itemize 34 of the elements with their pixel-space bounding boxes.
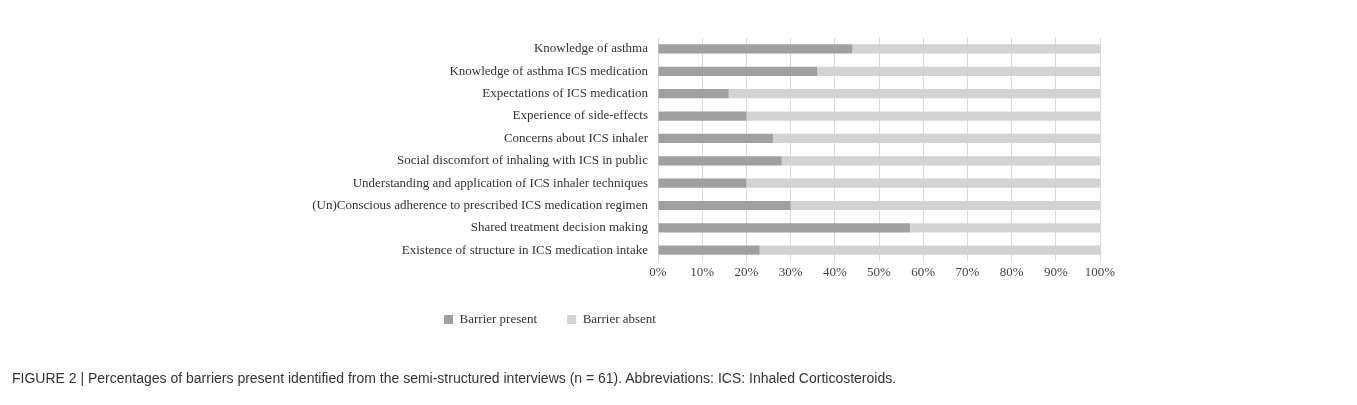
bar xyxy=(658,111,747,121)
bar xyxy=(658,89,729,99)
legend-label: Barrier present xyxy=(459,310,538,326)
x-tick-label: 60% xyxy=(911,263,936,279)
y-tick-label: Existence of structure in ICS medication intake xyxy=(401,241,649,257)
y-tick-label: Experience of side-effects xyxy=(512,107,648,123)
x-tick-label: 100% xyxy=(1084,263,1116,279)
bar xyxy=(658,156,782,166)
x-tick-label: 0% xyxy=(649,263,667,279)
y-tick-label: Shared treatment decision making xyxy=(470,219,649,235)
x-tick-label: 70% xyxy=(955,263,980,279)
x-tick-label: 30% xyxy=(778,263,803,279)
x-tick-label: 40% xyxy=(822,263,847,279)
bar xyxy=(658,200,791,211)
x-tick-label: 80% xyxy=(999,263,1024,279)
legend-label: Barrier absent xyxy=(582,310,657,326)
y-tick-label: Understanding and application of ICS inhaler techniques xyxy=(352,174,648,190)
bar xyxy=(658,44,853,54)
bar xyxy=(658,133,773,144)
bar xyxy=(658,66,818,76)
x-tick-label: 10% xyxy=(690,263,715,279)
y-tick-label: (Un)Conscious adherence to prescribed ICS medication regimen xyxy=(312,196,649,212)
x-tick-label: 90% xyxy=(1043,263,1068,279)
caption: FIGURE 2 | Percentages of barriers present identified from the semi-structured interviews (n = 61). Abbreviations: ICS: Inhaled Corticosteroids. xyxy=(12,370,897,386)
bar xyxy=(658,245,760,255)
x-tick-label: 20% xyxy=(734,263,759,279)
y-tick-label: Concerns about ICS inhaler xyxy=(503,129,649,145)
y-tick-label: Knowledge of asthma xyxy=(533,40,649,56)
y-tick-label: Knowledge of asthma ICS medication xyxy=(449,62,649,78)
y-tick-label: Social discomfort of inhaling with ICS in public xyxy=(397,152,649,168)
x-tick-label: 50% xyxy=(867,263,892,279)
bar xyxy=(658,223,910,233)
y-tick-label: Expectations of ICS medication xyxy=(482,85,649,101)
bar xyxy=(658,178,747,188)
